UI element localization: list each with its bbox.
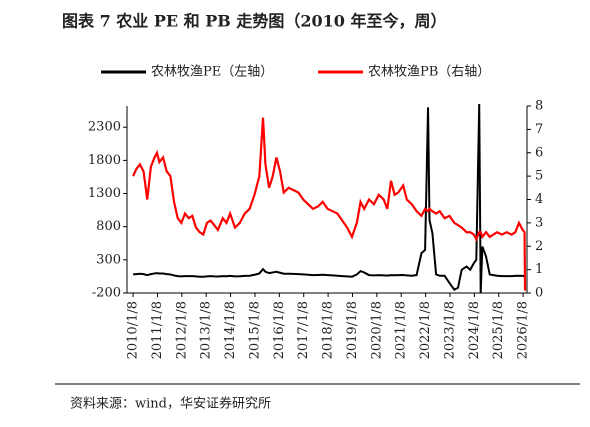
y2-tick-label: 3	[535, 215, 543, 230]
y2-tick-label: 6	[535, 145, 543, 160]
x-tick-label: 2011/1/8	[150, 301, 165, 359]
y-tick-label: 300	[96, 252, 121, 267]
y-tick-label: 2300	[88, 120, 121, 135]
source: 资料来源：wind，华安证券研究所	[70, 396, 271, 412]
x-tick-label: 2017/1/8	[296, 301, 311, 359]
x-tick-label: 2021/1/8	[394, 301, 409, 359]
chart-title: 图表 7 农业 PE 和 PB 走势图（2010 年至今，周）	[62, 12, 446, 31]
y2-tick-label: 1	[535, 262, 543, 277]
y2-tick-label: 2	[535, 239, 543, 254]
legend-label: 农林牧渔PE（左轴）	[151, 65, 273, 80]
series-line	[132, 103, 526, 294]
series-line	[132, 117, 527, 291]
x-tick-label: 2018/1/8	[321, 301, 336, 359]
y-tick-label: 1800	[88, 153, 121, 168]
x-tick-label: 2023/1/8	[442, 301, 457, 359]
x-tick-label: 2020/1/8	[369, 301, 384, 359]
x-tick-label: 2015/1/8	[247, 301, 262, 359]
y-tick-label: 800	[96, 219, 121, 234]
legend-label: 农林牧渔PB（右轴）	[368, 65, 490, 80]
x-tick-label: 2019/1/8	[345, 301, 360, 359]
x-tick-label: 2012/1/8	[174, 301, 189, 359]
x-tick-label: 2026/1/8	[516, 301, 531, 359]
x-tick-label: 2024/1/8	[467, 301, 482, 359]
y-tick-label: -200	[92, 286, 121, 301]
x-tick-label: 2022/1/8	[418, 301, 433, 359]
x-tick-label: 2025/1/8	[491, 301, 506, 359]
y2-tick-label: 4	[535, 192, 543, 207]
y-tick-label: 1300	[88, 186, 121, 201]
x-tick-label: 2016/1/8	[272, 301, 287, 359]
x-tick-label: 2013/1/8	[199, 301, 214, 359]
x-tick-label: 2014/1/8	[223, 301, 238, 359]
y2-tick-label: 7	[535, 122, 543, 137]
y2-tick-label: 5	[535, 169, 543, 184]
x-tick-label: 2010/1/8	[126, 301, 141, 359]
y2-tick-label: 0	[535, 286, 543, 301]
y2-tick-label: 8	[535, 99, 543, 114]
